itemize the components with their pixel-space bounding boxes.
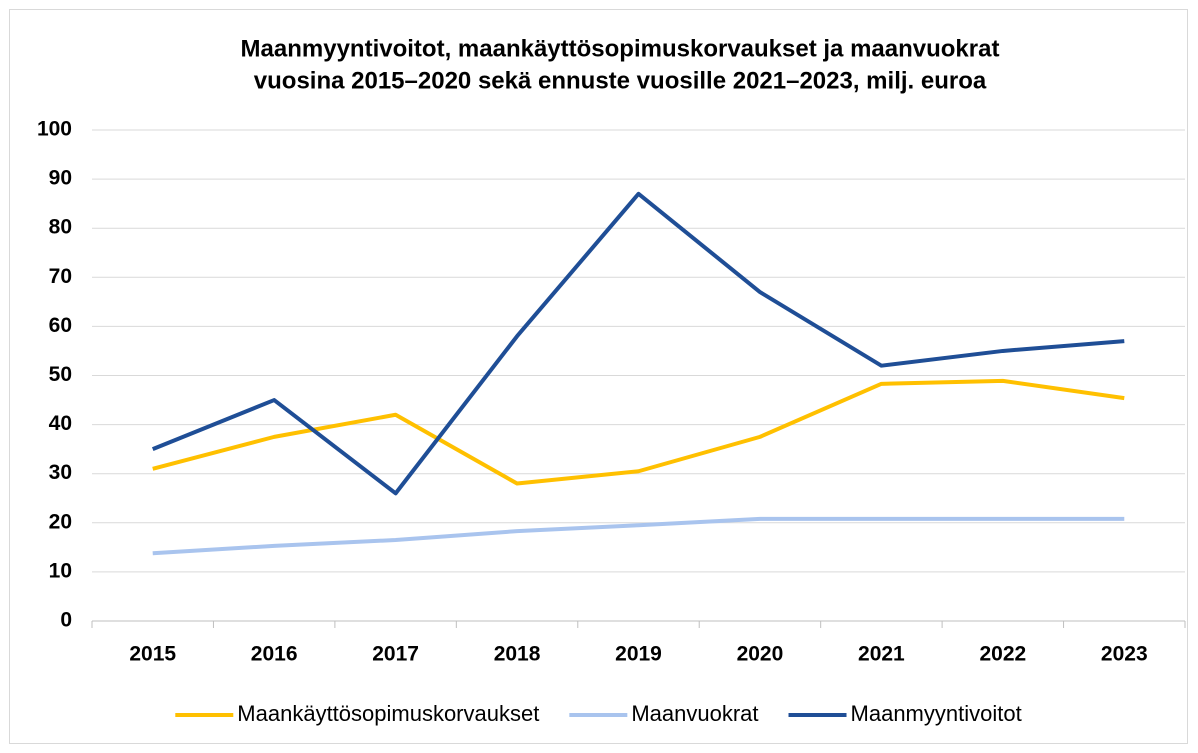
- y-tick-label: 60: [49, 314, 72, 337]
- x-tick-label: 2021: [858, 643, 905, 666]
- y-tick-label: 100: [37, 118, 72, 141]
- y-tick-label: 70: [49, 265, 72, 288]
- x-tick-label: 2020: [737, 643, 784, 666]
- x-tick-label: 2016: [251, 643, 298, 666]
- x-tick-label: 2015: [129, 643, 176, 666]
- y-tick-label: 30: [49, 461, 72, 484]
- chart-border: [9, 9, 1188, 744]
- y-tick-label: 50: [49, 363, 72, 386]
- y-tick-label: 40: [49, 412, 72, 435]
- x-tick-label: 2019: [615, 643, 662, 666]
- y-tick-label: 10: [49, 559, 72, 582]
- line-series: [151, 191, 1125, 496]
- x-tick-label: 2023: [1101, 643, 1148, 666]
- legend-label: Maanmyyntivoitot: [851, 701, 1022, 726]
- y-tick-label: 90: [49, 167, 72, 190]
- chart-title: vuosina 2015–2020 sekä ennuste vuosille …: [254, 67, 987, 94]
- legend-label: Maanvuokrat: [631, 701, 758, 726]
- x-tick-label: 2018: [494, 643, 541, 666]
- y-tick-label: 80: [49, 216, 72, 239]
- chart-title: Maanmyyntivoitot, maankäyttösopimuskorva…: [241, 35, 1000, 62]
- y-tick-label: 20: [49, 510, 72, 533]
- x-tick-label: 2022: [979, 643, 1026, 666]
- legend-label: Maankäyttösopimuskorvaukset: [237, 701, 539, 726]
- x-tick-label: 2017: [372, 643, 419, 666]
- y-tick-label: 0: [60, 609, 72, 632]
- line-series: [152, 516, 1125, 556]
